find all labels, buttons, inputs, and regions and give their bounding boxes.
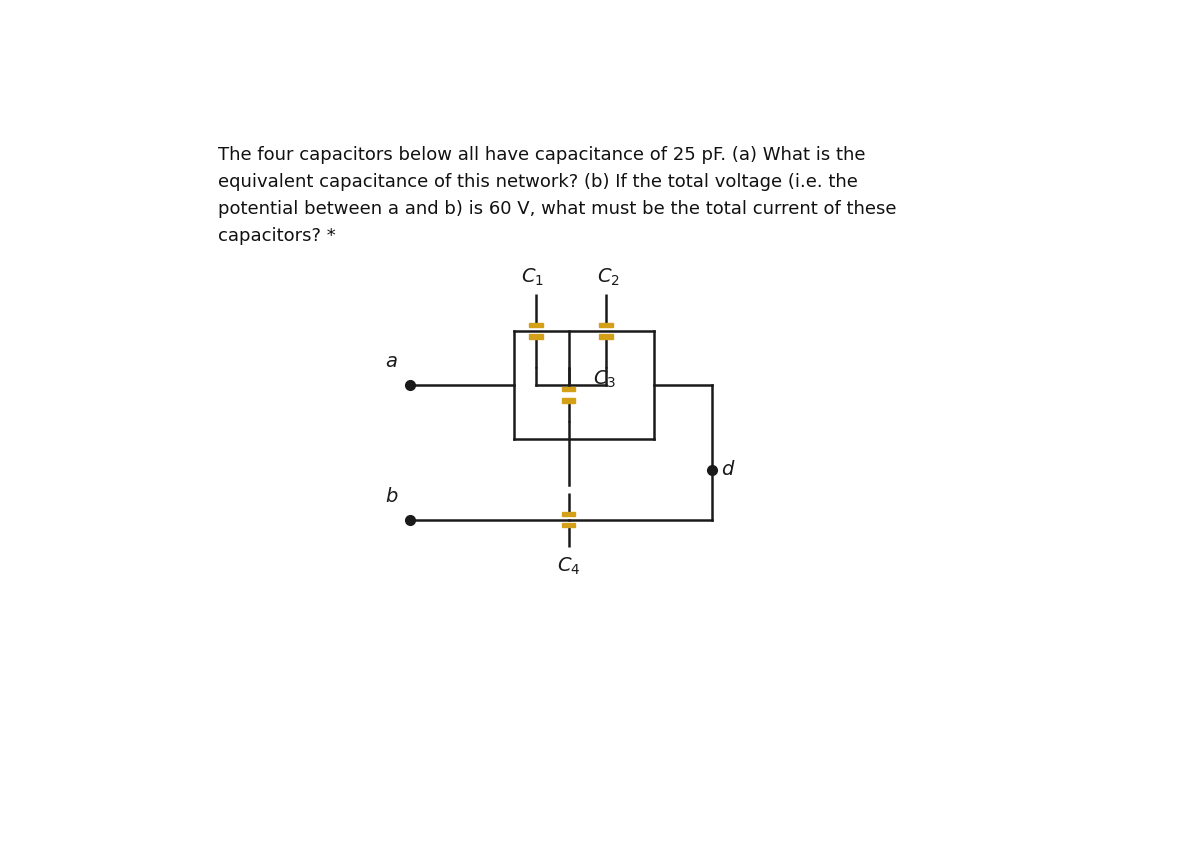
Text: $C_3$: $C_3$ bbox=[593, 369, 617, 390]
Text: $d$: $d$ bbox=[721, 460, 736, 479]
Text: $C_4$: $C_4$ bbox=[557, 556, 581, 577]
Text: $a$: $a$ bbox=[385, 352, 398, 371]
Bar bbox=[562, 398, 576, 402]
Text: $C_1$: $C_1$ bbox=[521, 267, 545, 288]
Text: $b$: $b$ bbox=[384, 486, 398, 506]
Bar bbox=[599, 334, 613, 338]
Bar bbox=[529, 323, 542, 327]
Text: The four capacitors below all have capacitance of 25 pF. (a) What is the
equival: The four capacitors below all have capac… bbox=[218, 147, 896, 245]
Bar bbox=[562, 387, 576, 391]
Bar bbox=[562, 523, 576, 527]
Text: $C_2$: $C_2$ bbox=[598, 267, 620, 288]
Bar bbox=[529, 334, 542, 338]
Bar bbox=[562, 512, 576, 516]
Bar bbox=[599, 323, 613, 327]
